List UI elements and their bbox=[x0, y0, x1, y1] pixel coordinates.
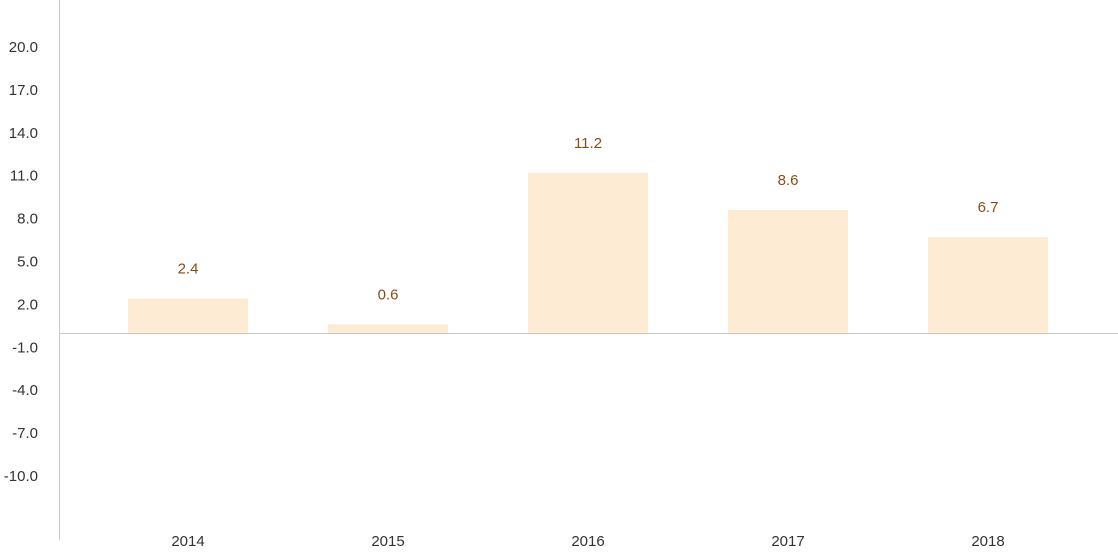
bar-2017[interactable] bbox=[728, 210, 848, 333]
bar-2016[interactable] bbox=[528, 172, 648, 333]
y-tick-label: 14.0 bbox=[9, 125, 38, 142]
y-tick-label: 17.0 bbox=[9, 82, 38, 99]
bars-layer bbox=[128, 172, 1048, 333]
data-label-2018: 6.7 bbox=[978, 199, 999, 216]
data-label-2016: 11.2 bbox=[574, 135, 602, 152]
y-tick-label: 5.0 bbox=[17, 254, 38, 271]
x-tick-label: 2018 bbox=[971, 533, 1004, 550]
bar-2014[interactable] bbox=[128, 298, 248, 333]
y-tick-label: 20.0 bbox=[9, 39, 38, 56]
data-label-2017: 8.6 bbox=[778, 172, 799, 189]
y-tick-label: -1.0 bbox=[12, 339, 38, 356]
y-tick-label: 2.0 bbox=[17, 296, 38, 313]
data-label-2015: 0.6 bbox=[378, 286, 399, 303]
x-tick-label: 2017 bbox=[771, 533, 804, 550]
y-tick-label: -7.0 bbox=[12, 425, 38, 442]
y-tick-label: -10.0 bbox=[4, 468, 38, 485]
bar-2018[interactable] bbox=[928, 237, 1048, 333]
x-tick-label: 2014 bbox=[171, 533, 204, 550]
bar-2015[interactable] bbox=[328, 324, 448, 333]
y-tick-label: 11.0 bbox=[10, 168, 38, 185]
x-tick-label: 2015 bbox=[371, 533, 404, 550]
y-tick-label: -4.0 bbox=[12, 382, 38, 399]
axis-layer: 20.0 17.0 14.0 11.0 8.0 5.0 2.0 -1.0 -4.0 -7.0 -10… bbox=[4, 0, 1118, 540]
x-tick-label: 2016 bbox=[571, 533, 604, 550]
labels-layer: 2.4 2014 0.6 2015 11.2 2016 8.6 2017 6.7 2018 bbox=[171, 135, 1004, 550]
data-label-2014: 2.4 bbox=[178, 261, 199, 278]
y-tick-label: 8.0 bbox=[17, 211, 38, 228]
